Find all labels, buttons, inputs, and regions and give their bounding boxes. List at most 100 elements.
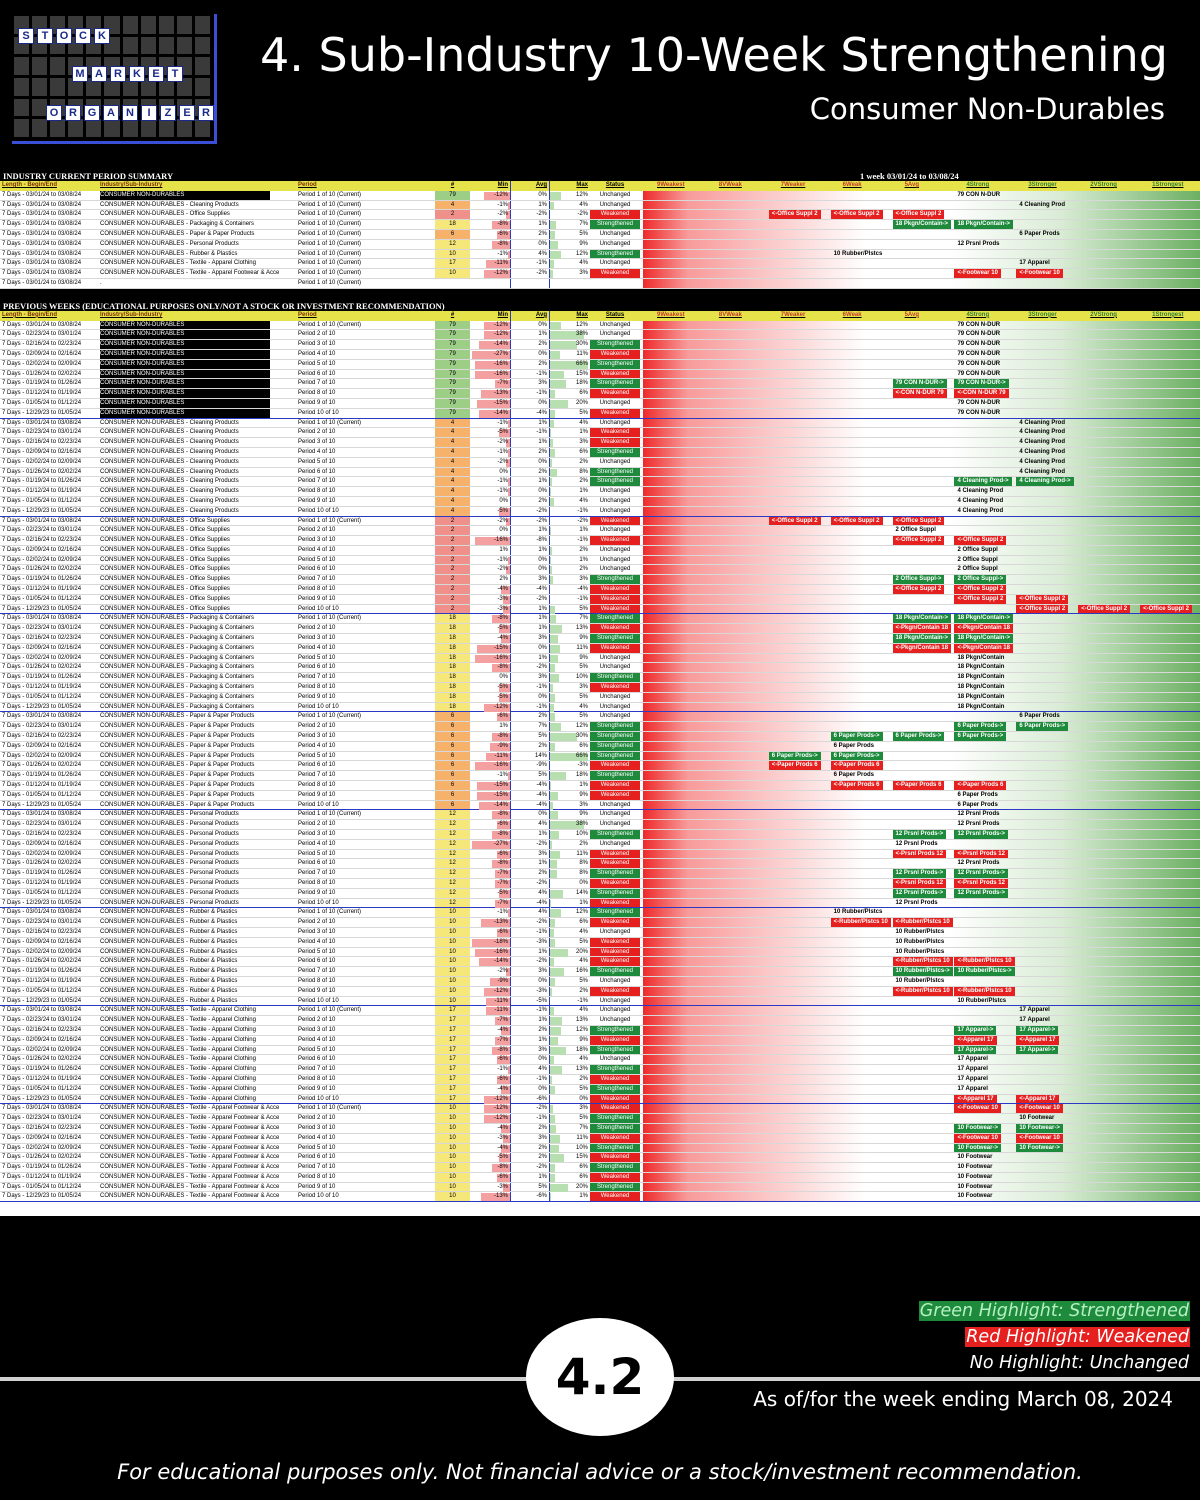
cell-status: Unchanged	[599, 664, 631, 671]
min-bar	[503, 1134, 510, 1143]
min-value: -6%	[497, 1056, 508, 1063]
logo-tile	[176, 36, 192, 55]
col-length-header: Length - Begin/End	[2, 182, 57, 188]
cell-avg: 4%	[510, 249, 550, 259]
table-row: 7 Days - 01/19/24 to 01/26/24 CONSUMER NO…	[0, 575, 1200, 586]
cell-length: 7 Days - 02/02/24 to 02/09/24	[2, 556, 82, 563]
rank-label: 79 CON N-DUR	[957, 350, 1001, 357]
cell-max: 0%	[550, 1095, 590, 1104]
max-bar	[550, 527, 551, 536]
cell-max: 11%	[550, 850, 590, 859]
rank-col-header: 4Strong	[966, 182, 990, 188]
col-status-header: Status	[605, 311, 625, 318]
logo-tile	[86, 119, 102, 137]
rank-strip: 79 CON N-DUR	[643, 340, 1200, 349]
min-bar	[494, 1017, 510, 1026]
cell-period: Period 6 of 10	[298, 1056, 336, 1063]
max-value: 8%	[579, 468, 588, 475]
rank-label: 18 Pkgn/Contain->	[954, 614, 1013, 624]
logo-letter: O	[56, 28, 72, 44]
table-row: 7 Days - 02/09/24 to 02/16/24 CONSUMER NO…	[0, 937, 1200, 948]
cell-max: 38%	[550, 330, 590, 340]
max-bar	[550, 831, 559, 839]
col-max-header: Max	[576, 311, 588, 318]
rank-label: 12 Prsnl Prods->	[954, 888, 1008, 898]
max-value: 9%	[579, 811, 588, 818]
cell-industry: CONSUMER NON-DURABLES - Personal Product…	[100, 831, 239, 837]
max-value: 4%	[579, 201, 588, 208]
cell-industry: CONSUMER NON-DURABLES	[100, 398, 270, 408]
cell-min: -1%	[470, 908, 510, 918]
min-value: -2%	[497, 458, 508, 465]
min-bar	[507, 250, 510, 259]
max-bar	[550, 615, 557, 624]
max-value: 1%	[579, 488, 588, 495]
min-bar	[490, 977, 510, 986]
max-value: 5%	[579, 605, 588, 612]
max-value: 6%	[579, 919, 588, 926]
cell-avg: 14%	[510, 751, 550, 761]
max-value: 5%	[579, 713, 588, 720]
logo-tile	[176, 119, 192, 137]
strength-spreadsheet: INDUSTRY CURRENT PERIOD SUMMARY 1 week 0…	[0, 171, 1200, 1216]
logo-tile	[32, 77, 48, 96]
cell-max: 6%	[550, 389, 590, 399]
table-row: 7 Days - 03/01/24 to 03/08/24 CONSUMER NO…	[0, 614, 1200, 625]
min-value: -8%	[497, 664, 508, 671]
cell-status: Strengthened	[590, 1065, 640, 1074]
table-row: 7 Days - 12/29/23 to 01/05/24 CONSUMER NO…	[0, 702, 1200, 713]
max-bar	[550, 644, 560, 653]
cell-count: 79	[435, 320, 470, 330]
max-value: 15%	[575, 1154, 588, 1161]
cell-status: Strengthened	[590, 1114, 640, 1123]
logo-tile	[104, 77, 120, 96]
min-value: -8%	[497, 860, 508, 867]
logo-letter: A	[103, 105, 119, 121]
cell-period: Period 1 of 10 (Current)	[298, 270, 362, 277]
cell-length: 7 Days - 02/02/24 to 02/09/24	[2, 1046, 82, 1053]
cell-count: 6	[435, 790, 470, 800]
cell-period: Period 9 of 10	[298, 791, 336, 798]
rank-label: <-Rubber/Plstcs 10	[892, 957, 953, 967]
cell-count: 10	[435, 1133, 470, 1143]
cell-length: 7 Days - 03/01/24 to 03/08/24	[2, 713, 82, 720]
min-value: -1%	[497, 448, 508, 455]
cell-count: 18	[435, 663, 470, 673]
cell-status: Weakened	[590, 947, 640, 957]
logo-letter: M	[72, 66, 88, 82]
min-value: -7%	[497, 1017, 508, 1024]
rank-gradient	[643, 418, 1200, 428]
cell-status: Strengthened	[590, 830, 640, 839]
cell-count: 10	[435, 947, 470, 957]
cell-min: -2%	[470, 967, 510, 977]
table-row: 7 Days - 02/23/24 to 03/01/24 CONSUMER NO…	[0, 820, 1200, 830]
max-bar	[550, 1017, 562, 1026]
min-value: -11%	[494, 1007, 508, 1014]
cell-period: Period 3 of 10	[298, 635, 336, 642]
table-row: 7 Days - 01/19/24 to 01/26/24 CONSUMER NO…	[0, 869, 1200, 879]
cell-industry: CONSUMER NON-DURABLES - Textile - Appare…	[100, 1124, 280, 1131]
rank-gradient	[643, 1192, 1200, 1202]
cell-min: -3%	[470, 605, 510, 614]
max-value: 12%	[575, 723, 588, 730]
cell-length: 7 Days - 12/29/23 to 01/05/24	[2, 899, 82, 906]
cell-avg: -1%	[510, 927, 550, 937]
rank-label: 12 Prsnl Prods	[957, 240, 1000, 247]
rank-label: <-Office Suppl 2	[954, 585, 1007, 594]
cell-period: Period 9 of 10	[298, 595, 336, 602]
cell-period: Period 9 of 10	[298, 1183, 336, 1190]
cell-max: 3%	[550, 683, 590, 693]
cell-period: Period 9 of 10	[298, 987, 336, 994]
cell-status: Weakened	[590, 918, 640, 927]
min-value: -12%	[493, 331, 508, 338]
rank-label: <-Footwear 10	[1016, 269, 1063, 278]
cell-length: 7 Days - 01/05/24 to 01/12/24	[2, 1183, 82, 1190]
cell-min: -1%	[470, 419, 510, 428]
cell-industry: CONSUMER NON-DURABLES	[100, 349, 270, 359]
cell-industry: CONSUMER NON-DURABLES - Cleaning Product…	[100, 488, 239, 495]
cell-max: 1%	[550, 428, 590, 438]
rank-strip: 4 Cleaning Prod	[643, 438, 1200, 447]
cell-status: Unchanged	[599, 977, 631, 984]
cell-period: Period 6 of 10	[298, 664, 336, 671]
